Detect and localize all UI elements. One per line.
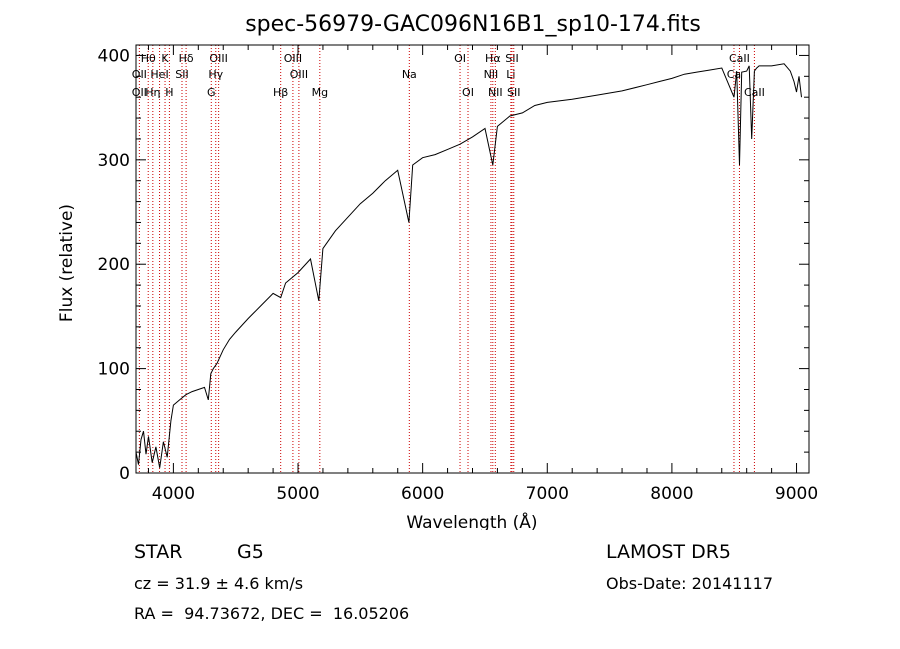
y-tick-label: 300 bbox=[98, 151, 130, 171]
line-marker-label: Hη bbox=[145, 86, 160, 99]
line-marker-label: SII bbox=[175, 68, 188, 81]
line-marker-label: HeI bbox=[150, 68, 168, 81]
x-tick-label: 7000 bbox=[526, 484, 569, 504]
line-marker-label: CaII bbox=[729, 52, 750, 65]
x-tick-label: 6000 bbox=[401, 484, 444, 504]
line-marker-label: Na bbox=[402, 68, 417, 81]
y-tick-label: 0 bbox=[119, 464, 130, 484]
chart-title: spec-56979-GAC096N16B1_sp10-174.fits bbox=[245, 12, 701, 37]
line-marker-label: Mg bbox=[312, 86, 328, 99]
x-tick-label: 4000 bbox=[152, 484, 195, 504]
spectrum-chart: spec-56979-GAC096N16B1_sp10-174.fits Hθ K… bbox=[57, 12, 818, 530]
line-marker-label: Hδ bbox=[179, 52, 194, 65]
line-marker-label: Hα bbox=[485, 52, 501, 65]
plot-frame bbox=[135, 44, 810, 474]
object-class: STAR bbox=[134, 541, 183, 563]
x-axis-ticks: 4000 5000 6000 7000 8000 9000 bbox=[147, 45, 818, 504]
x-tick-label: 8000 bbox=[650, 484, 693, 504]
y-axis-ticks: 0 100 200 300 400 bbox=[98, 46, 809, 484]
line-marker-label: Hγ bbox=[208, 68, 223, 81]
line-marker-label: OIII bbox=[290, 68, 308, 81]
y-axis-label: Flux (relative) bbox=[57, 204, 77, 322]
line-marker-label: K bbox=[161, 52, 169, 65]
line-marker-label: CaII bbox=[744, 86, 765, 99]
line-marker-label: H bbox=[165, 86, 173, 99]
line-marker-label: NII bbox=[484, 68, 499, 81]
line-marker-label: OI bbox=[454, 52, 466, 65]
x-axis-label: Wavelength (Å) bbox=[406, 511, 537, 530]
y-tick-label: 100 bbox=[98, 360, 130, 380]
subclass: G5 bbox=[237, 541, 264, 563]
y-tick-label: 400 bbox=[98, 46, 130, 66]
spectrum-line bbox=[135, 63, 802, 468]
line-marker-label: SII bbox=[505, 52, 518, 65]
survey-name: LAMOST DR5 bbox=[606, 541, 731, 563]
x-tick-label: 5000 bbox=[276, 484, 319, 504]
line-marker-label: Hθ bbox=[141, 52, 156, 65]
line-marker-label: Hβ bbox=[273, 86, 288, 99]
x-tick-label: 9000 bbox=[775, 484, 818, 504]
line-marker-layer: Hθ K Hδ OIII OIII OI Hα SII CaII OII HeI SII Hγ OIII N… bbox=[132, 45, 765, 473]
coordinates-text: RA = 94.73672, DEC = 16.05206 bbox=[134, 604, 410, 623]
velocity-text: cz = 31.9 ± 4.6 km/s bbox=[134, 574, 304, 593]
line-marker-label: OII bbox=[132, 68, 147, 81]
line-marker-label: Li bbox=[506, 68, 515, 81]
line-marker-label: OIII bbox=[209, 52, 227, 65]
line-marker-label: G bbox=[207, 86, 216, 99]
line-marker-label: SII bbox=[507, 86, 520, 99]
line-marker-label: NII bbox=[488, 86, 503, 99]
line-marker-label: OI bbox=[462, 86, 474, 99]
line-marker-label: Ca bbox=[727, 68, 741, 81]
line-marker-label: OIII bbox=[284, 52, 302, 65]
observation-date: Obs-Date: 20141117 bbox=[606, 574, 774, 593]
y-tick-label: 200 bbox=[98, 255, 130, 275]
